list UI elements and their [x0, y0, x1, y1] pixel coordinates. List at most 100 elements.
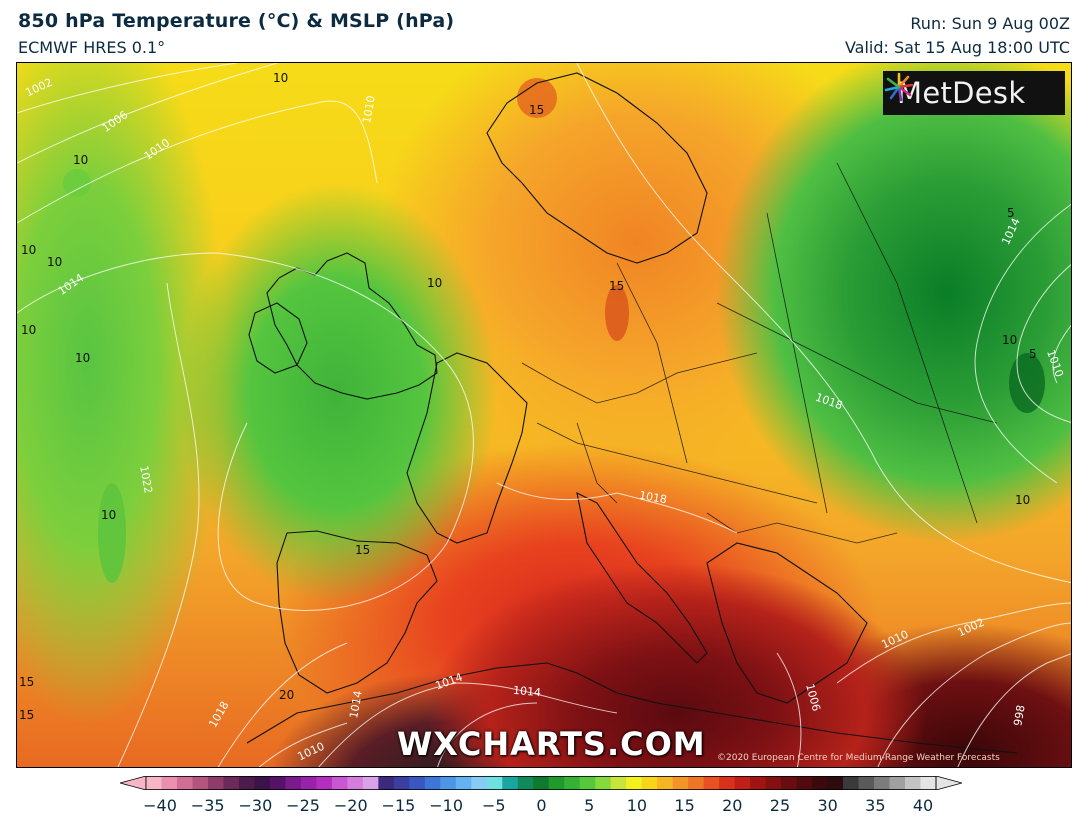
temp-blob: [63, 169, 91, 197]
valid-time: Valid: Sat 15 Aug 18:00 UTC: [844, 38, 1070, 57]
colorbar-segment: [874, 776, 891, 790]
colorbar-tick-label: 20: [722, 796, 743, 815]
colorbar-tick-label: −35: [190, 796, 225, 815]
colorbar-segment: [781, 776, 798, 790]
logo-text: MetDesk: [897, 76, 1026, 110]
colorbar-segment: [269, 776, 286, 790]
isobar-line: [877, 622, 1071, 767]
isobar-line: [17, 100, 378, 224]
temp-label: 10: [21, 323, 37, 337]
colorbar-segment: [533, 776, 550, 790]
colorbar-segment: [889, 776, 906, 790]
metdesk-logo: MetDesk: [883, 71, 1065, 115]
coastline-iberia: [276, 530, 438, 694]
coastline-north-africa: [246, 662, 1018, 754]
colorbar-segment: [424, 776, 441, 790]
temp-label: 15: [609, 279, 625, 293]
colorbar-tick-label: 15: [674, 796, 695, 815]
isobar-line: [957, 653, 1071, 767]
colorbar-segment: [719, 776, 736, 790]
colorbar-segment: [548, 776, 565, 790]
colorbar-segment: [176, 776, 193, 790]
temp-label: 10: [427, 276, 443, 290]
colorbar-segment: [471, 776, 488, 790]
isobar-line: [117, 282, 200, 767]
weather-map: 10 10 10 10 10 10 10 10 10 10 15 15 15 1…: [16, 62, 1072, 768]
isobar-line: [1016, 264, 1071, 423]
colorbar-segment: [579, 776, 596, 790]
temp-label: 15: [355, 543, 371, 557]
colorbar-segment: [703, 776, 720, 790]
colorbar-tick-label: 35: [865, 796, 886, 815]
colorbar-segment: [300, 776, 317, 790]
colorbar-segment: [486, 776, 503, 790]
colorbar-segment: [316, 776, 333, 790]
temp-blob: [1009, 353, 1045, 413]
colorbar-segment: [362, 776, 379, 790]
map-overlay: [17, 63, 1071, 767]
temp-label: 15: [19, 675, 35, 689]
coastline-balkans: [706, 542, 868, 704]
temp-label: 10: [47, 255, 63, 269]
colorbar-segment: [595, 776, 612, 790]
isobar-line: [17, 63, 278, 164]
colorbar-segment: [858, 776, 875, 790]
isobar-line: [836, 602, 1071, 684]
colorbar-segment: [517, 776, 534, 790]
colorbar-tick-label: 25: [769, 796, 791, 815]
colorbar-segment: [254, 776, 271, 790]
colorbar-segment: [827, 776, 844, 790]
colorbar-segment: [610, 776, 627, 790]
coastline-britain: [266, 252, 438, 400]
colorbar-segment: [905, 776, 922, 790]
colorbar-segment: [238, 776, 255, 790]
colorbar-segment: [285, 776, 302, 790]
temp-label: 10: [101, 508, 117, 522]
colorbar-tick-label: 10: [626, 796, 648, 815]
coastline-italy: [576, 492, 708, 664]
colorbar-tick-label: 0: [536, 796, 547, 815]
colorbar-segment: [440, 776, 457, 790]
color-scale-ticks: −40 −35 −30 −25 −20 −15 −10 −5 0 5 10 15 20 25 30 35 40: [0, 796, 1088, 820]
colorbar-tick-label: −40: [143, 796, 177, 815]
colorbar-segment: [331, 776, 348, 790]
colorbar-segment: [626, 776, 643, 790]
colorbar-segment: [455, 776, 472, 790]
colorbar-tick-label: 5: [584, 796, 595, 815]
colorbar-tick-label: −25: [286, 796, 320, 815]
isobar-line: [496, 482, 738, 534]
colorbar-segment: [207, 776, 224, 790]
colorbar-segment: [378, 776, 395, 790]
isobar-line: [576, 63, 1071, 584]
isobar-line: [17, 63, 238, 114]
colorbar-tick-label: −10: [429, 796, 464, 815]
temp-blob: [605, 285, 629, 341]
colorbar-segment: [657, 776, 674, 790]
metdesk-burst-icon: [884, 72, 914, 102]
coastline-scandinavia: [486, 72, 708, 264]
colorbar-tick-label: −15: [381, 796, 416, 815]
run-time: Run: Sun 9 Aug 00Z: [910, 14, 1070, 33]
colorbar-segment: [734, 776, 751, 790]
colorbar-segment: [223, 776, 240, 790]
isobar-line: [1052, 324, 1071, 384]
model-subtitle: ECMWF HRES 0.1°: [18, 38, 166, 57]
colorbar-segment: [765, 776, 782, 790]
colorbar-min-arrow: [120, 776, 147, 790]
isobar-line: [318, 682, 618, 767]
colorbar-segment: [641, 776, 658, 790]
isobar-line: [17, 252, 474, 611]
colorbar-tick-label: 30: [817, 796, 838, 815]
colorbar-segment: [688, 776, 705, 790]
wxcharts-watermark: WXCHARTS.COM: [397, 725, 706, 763]
colorbar-segment: [796, 776, 813, 790]
temp-blob: [98, 483, 126, 583]
colorbar-tick-label: −20: [333, 796, 368, 815]
temp-label: 10: [73, 153, 89, 167]
colorbar-segment: [564, 776, 581, 790]
colorbar-segment: [192, 776, 209, 790]
copyright-notice: ©2020 European Centre for Medium-Range W…: [717, 753, 1000, 763]
temp-label: 15: [529, 103, 545, 117]
isobar-line: [776, 652, 802, 767]
colorbar-segment: [409, 776, 426, 790]
